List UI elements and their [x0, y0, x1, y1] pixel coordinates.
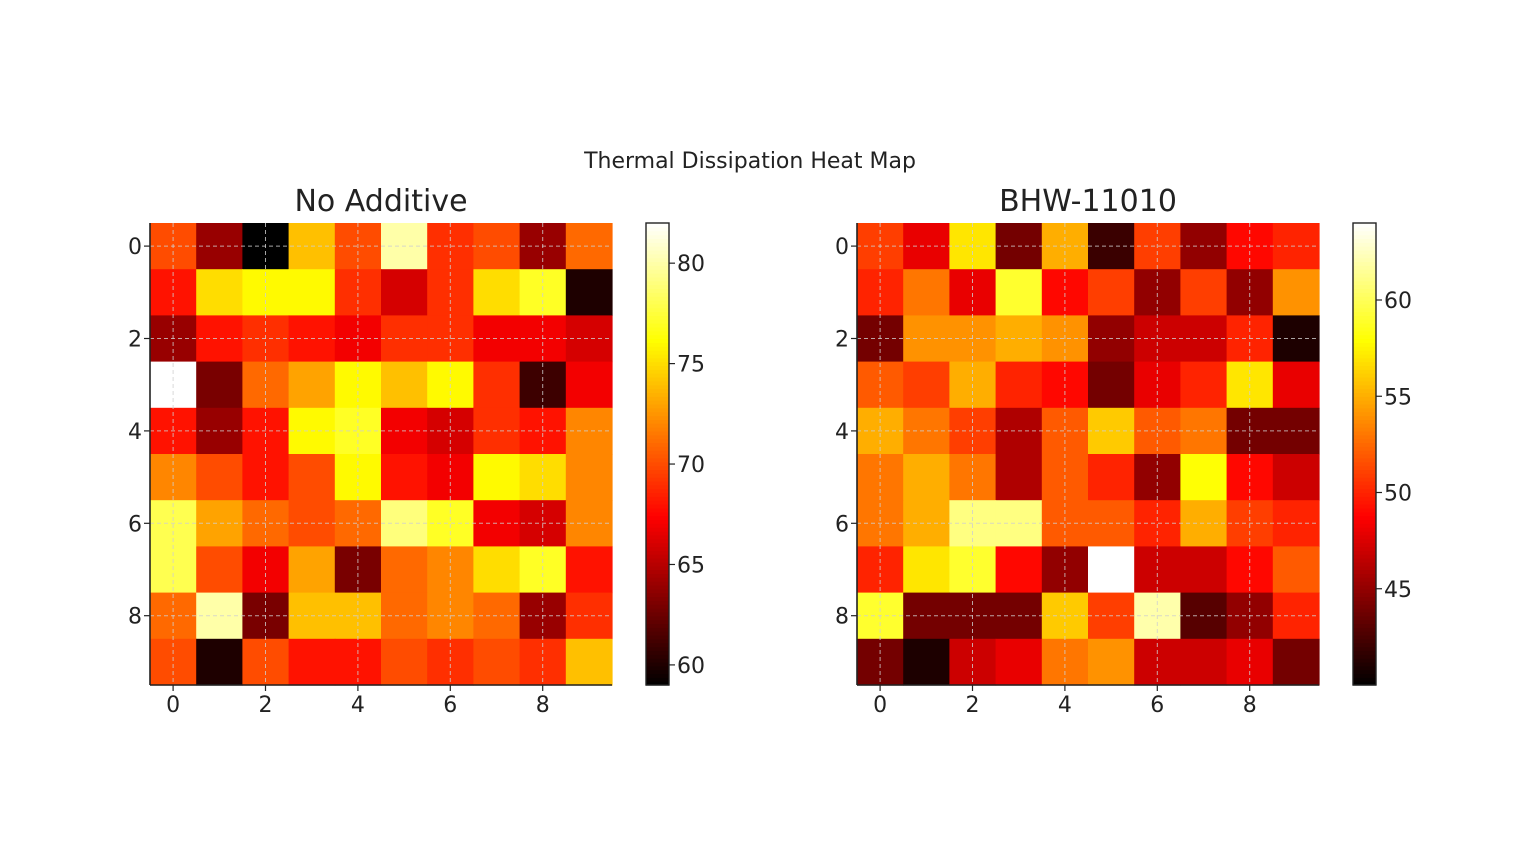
heatmap-cell [903, 269, 950, 316]
heatmap-cell [565, 546, 613, 594]
colorbar-tick-label: 60 [677, 654, 705, 679]
heatmap-cell [288, 361, 336, 409]
heatmap-cell [1272, 269, 1320, 316]
heatmap-cell [1180, 546, 1228, 594]
colorbar-tick-label: 75 [677, 353, 705, 378]
x-tick-label: 6 [1150, 693, 1164, 718]
heatmap-cell [903, 638, 950, 686]
heatmap-cell [1272, 454, 1320, 501]
heatmap-cell [995, 546, 1043, 594]
heatmap-cell [995, 269, 1043, 316]
heatmap-cell [565, 361, 613, 409]
heatmap-cell [196, 454, 243, 501]
heatmap-panel-bhw-11010: BHW-11010 0 2 4 6 8 0 2 4 6 8 45 50 55 60 [835, 184, 1412, 718]
heatmap-cell [1088, 546, 1135, 594]
panel-title: BHW-11010 [999, 184, 1177, 219]
heatmap-cell [565, 638, 613, 686]
heatmap-cell [995, 361, 1043, 409]
panel-title: No Additive [294, 184, 467, 219]
heatmap-cell [196, 269, 243, 316]
heatmap-cell [903, 361, 950, 409]
y-tick-label: 2 [128, 328, 142, 353]
heatmap-cell [473, 638, 521, 686]
y-tick-label: 6 [128, 512, 142, 537]
heatmap-cell [1272, 638, 1320, 686]
heatmap-cell [381, 269, 428, 316]
heatmap-cell [1180, 361, 1228, 409]
x-tick-label: 2 [259, 693, 273, 718]
grid-lines [857, 223, 1319, 685]
colorbar-tick-label: 60 [1384, 289, 1412, 314]
y-tick-label: 8 [835, 605, 849, 630]
y-tick-label: 2 [835, 328, 849, 353]
heatmap-cell [1180, 454, 1228, 501]
colorbar-tick-label: 55 [1384, 385, 1412, 410]
figure-title: Thermal Dissipation Heat Map [583, 149, 916, 174]
colorbar-frame [645, 222, 670, 686]
x-tick-label: 4 [1058, 693, 1072, 718]
y-tick-label: 0 [128, 235, 142, 260]
heatmap-cell [288, 546, 336, 594]
colorbar-tick-label: 65 [677, 553, 705, 578]
heatmap-cell [381, 546, 428, 594]
heatmap-cell [381, 638, 428, 686]
heatmap-cell [995, 638, 1043, 686]
y-tick-label: 6 [835, 512, 849, 537]
x-tick-label: 8 [536, 693, 550, 718]
heatmap-cell [903, 454, 950, 501]
x-tick-label: 0 [873, 693, 887, 718]
x-tick-label: 2 [966, 693, 980, 718]
heatmap-cell [1088, 269, 1135, 316]
heatmap-cell [1088, 454, 1135, 501]
colorbar-tick-label: 45 [1384, 578, 1412, 603]
colorbar-tick-label: 80 [677, 252, 705, 277]
colorbar: 60 65 70 75 80 [645, 222, 705, 686]
heatmap-cell [565, 269, 613, 316]
heatmap-cell [473, 269, 521, 316]
heatmap-cell [995, 454, 1043, 501]
heatmap-cell [288, 454, 336, 501]
heatmap-cell [1180, 638, 1228, 686]
heatmap-cell [903, 546, 950, 594]
colorbar-tick-label: 70 [677, 453, 705, 478]
heatmap-cell [196, 638, 243, 686]
x-tick-label: 6 [443, 693, 457, 718]
heatmap-cell [196, 361, 243, 409]
y-tick-label: 8 [128, 605, 142, 630]
heatmap-cell [288, 638, 336, 686]
heatmap-cell [1272, 361, 1320, 409]
colorbar-frame [1352, 222, 1377, 686]
heatmap-cell [381, 361, 428, 409]
y-tick-label: 0 [835, 235, 849, 260]
y-tick-label: 4 [835, 420, 849, 445]
heatmap-cell [473, 361, 521, 409]
colorbar: 45 50 55 60 [1352, 222, 1412, 686]
grid-lines [150, 223, 612, 685]
heatmap-cell [196, 546, 243, 594]
heatmap-cell [1088, 638, 1135, 686]
heatmap-cell [288, 269, 336, 316]
x-tick-label: 8 [1243, 693, 1257, 718]
heatmap-cell [1180, 269, 1228, 316]
y-tick-label: 4 [128, 420, 142, 445]
heatmap-cell [473, 546, 521, 594]
heatmap-cell [381, 454, 428, 501]
x-tick-label: 4 [351, 693, 365, 718]
x-tick-label: 0 [166, 693, 180, 718]
heatmap-cell [1088, 361, 1135, 409]
heatmap-cell [473, 454, 521, 501]
heatmap-cell [1272, 546, 1320, 594]
colorbar-tick-label: 50 [1384, 482, 1412, 507]
heatmap-cell [565, 454, 613, 501]
